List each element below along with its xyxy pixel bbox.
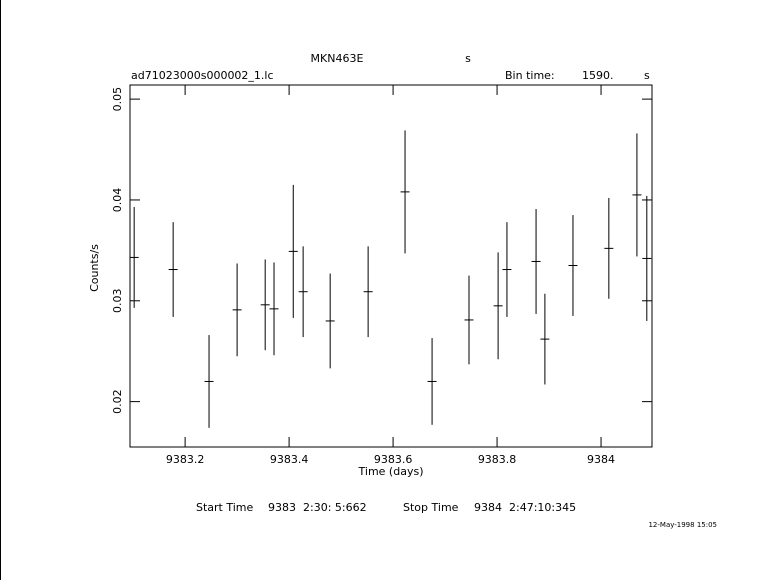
y-axis-label: Counts/s (88, 244, 101, 292)
x-tick-label: 9383.6 (374, 453, 413, 466)
y-tick-label: 0.02 (111, 389, 124, 414)
stop-time-label: Stop Time (403, 501, 459, 514)
chart-title: MKN463E (311, 52, 364, 65)
y-tick-label: 0.05 (111, 87, 124, 112)
title-unit: s (465, 52, 471, 65)
file-name: ad71023000s000002_1.lc (131, 69, 274, 82)
x-tick-label: 9383.4 (270, 453, 309, 466)
bin-time-label: Bin time: (505, 69, 555, 82)
y-tick-label: 0.04 (111, 188, 124, 213)
x-tick-label: 9383.8 (478, 453, 517, 466)
start-time-label: Start Time (196, 501, 254, 514)
stop-time: 9384 2:47:10:345 (474, 501, 576, 514)
date-stamp: 12-May-1998 15:05 (648, 521, 717, 529)
x-tick-label: 9384 (587, 453, 615, 466)
start-time: 9383 2:30: 5:662 (268, 501, 367, 514)
y-tick-label: 0.03 (111, 289, 124, 314)
plot-frame (129, 84, 653, 448)
bin-time: 1590. (582, 69, 614, 82)
bin-time-unit: s (644, 69, 650, 82)
x-tick-label: 9383.2 (166, 453, 205, 466)
x-axis-label: Time (days) (358, 465, 424, 478)
